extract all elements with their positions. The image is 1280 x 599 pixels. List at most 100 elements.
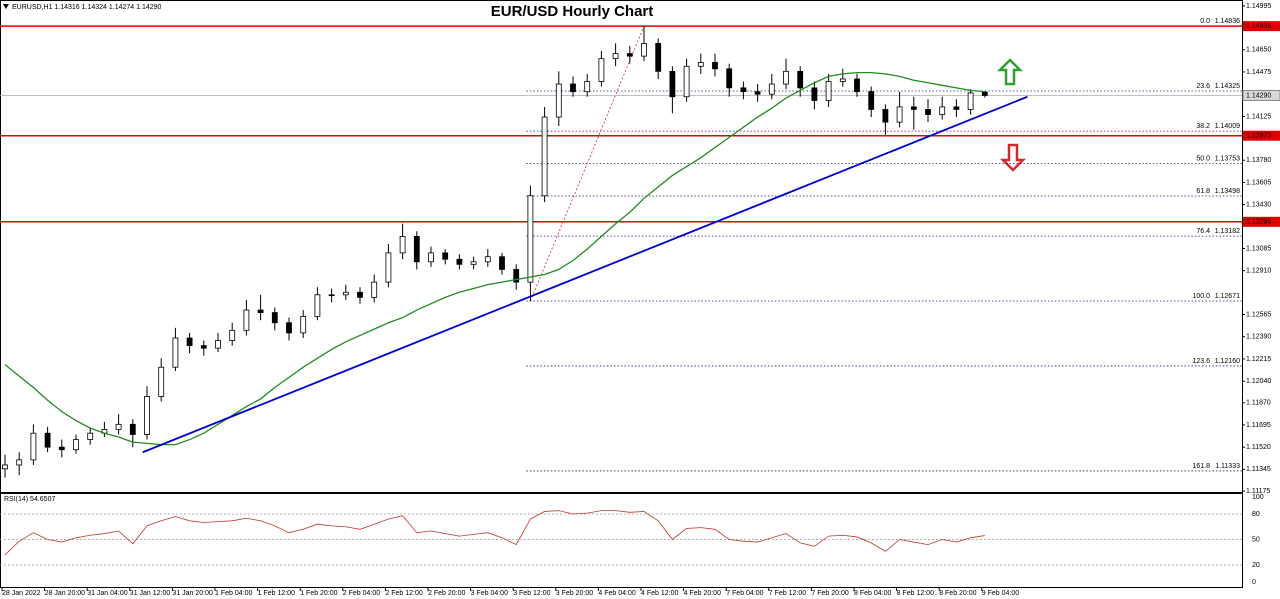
fib-ratio: 123.6 xyxy=(1192,358,1210,365)
current-price-box xyxy=(1242,89,1280,101)
x-tick-label: 4 Feb 04:00 xyxy=(598,590,635,597)
fib-price: 1.13182 xyxy=(1215,228,1240,235)
x-tick-label: 2 Feb 04:00 xyxy=(343,590,380,597)
y-tick-label: 1.11520 xyxy=(1246,444,1271,451)
candle-body xyxy=(271,312,278,324)
rsi-panel xyxy=(0,493,1243,588)
price-panel xyxy=(0,0,1243,493)
candle-body xyxy=(186,337,193,347)
y-tick-label: 1.12215 xyxy=(1246,356,1271,363)
x-tick-label: 8 Feb 20:00 xyxy=(939,590,976,597)
y-tick-label: 1.11175 xyxy=(1246,488,1270,495)
fib-price: 1.14325 xyxy=(1215,83,1240,90)
x-tick-label: 31 Jan 04:00 xyxy=(87,590,128,597)
candle-body xyxy=(981,91,988,96)
candle-body xyxy=(754,91,761,95)
candle-body xyxy=(910,106,917,110)
candle-body xyxy=(413,236,420,263)
rsi-label: RSI(14) 54.6507 xyxy=(4,496,55,503)
candle-body xyxy=(555,83,562,118)
x-tick-label: 3 Feb 04:00 xyxy=(471,590,508,597)
candle-body xyxy=(371,281,378,298)
candle-body xyxy=(442,252,449,260)
x-tick-label: 7 Feb 04:00 xyxy=(726,590,763,597)
red-level-box xyxy=(1243,130,1280,141)
candle-body xyxy=(172,337,179,368)
candle-body xyxy=(896,106,903,123)
x-tick-label: 31 Jan 20:00 xyxy=(172,590,213,597)
candle-body xyxy=(342,291,349,296)
candle-body xyxy=(456,258,463,265)
chart-title: EUR/USD Hourly Chart xyxy=(491,3,654,20)
x-tick-label: 4 Feb 12:00 xyxy=(641,590,678,597)
y-tick-label: 1.12565 xyxy=(1246,311,1271,318)
current-price-label: 1.14290 xyxy=(1246,92,1271,99)
fib-price: 1.14836 xyxy=(1215,18,1240,25)
candle-body xyxy=(2,464,8,470)
fib-price: 1.12671 xyxy=(1215,293,1240,300)
fib-ratio: 61.8 xyxy=(1196,188,1210,195)
candle-body xyxy=(58,446,65,451)
fib-price: 1.12160 xyxy=(1215,358,1240,365)
y-tick-label: 1.11695 xyxy=(1246,422,1271,429)
menu-triangle xyxy=(3,4,9,9)
candle-body xyxy=(484,256,491,263)
candle-body xyxy=(697,62,704,67)
fib-price: 1.13498 xyxy=(1215,188,1240,195)
candle-body xyxy=(598,58,605,82)
candle-body xyxy=(215,340,221,349)
candle-body xyxy=(399,236,406,254)
candle-body xyxy=(783,70,789,85)
y-tick-label: 1.12040 xyxy=(1246,378,1271,385)
candle-body xyxy=(73,439,79,451)
candle-body xyxy=(257,309,264,313)
candle-body xyxy=(385,252,392,283)
candle-body xyxy=(144,395,150,435)
x-tick-label: 3 Feb 12:00 xyxy=(513,590,550,597)
candle-body xyxy=(868,91,875,110)
x-tick-label: 8 Feb 04:00 xyxy=(854,590,891,597)
fib-ratio: 100.0 xyxy=(1192,293,1210,300)
y-tick-label: 1.14125 xyxy=(1246,113,1271,120)
fib-price: 1.14009 xyxy=(1215,123,1240,130)
y-tick-label: 1.12910 xyxy=(1246,268,1271,275)
candle-body xyxy=(328,294,335,297)
candle-body xyxy=(683,65,690,98)
y-tick-label: 1.13085 xyxy=(1246,245,1271,252)
candle-body xyxy=(499,256,505,270)
fib-ratio: 38.2 xyxy=(1196,123,1210,130)
fib-ratio: 0.0 xyxy=(1200,18,1210,25)
y-tick-label: 1.14475 xyxy=(1246,69,1271,76)
rsi-tick-label: 50 xyxy=(1252,536,1260,543)
symbol-header: EURUSD,H1 1.14316 1.14324 1.14274 1.1429… xyxy=(12,4,162,11)
down-arrow xyxy=(999,143,1027,172)
x-tick-label: 1 Feb 20:00 xyxy=(300,590,337,597)
rsi-tick-label: 20 xyxy=(1252,562,1260,569)
candle-body xyxy=(541,116,548,197)
moving-average xyxy=(4,71,985,446)
x-tick-label: 4 Feb 20:00 xyxy=(684,590,721,597)
candle-body xyxy=(286,322,292,334)
y-tick-label: 1.11345 xyxy=(1246,466,1271,473)
candle-body xyxy=(882,109,889,123)
x-tick-label: 28 Jan 2022 xyxy=(2,590,41,597)
candle-body xyxy=(839,78,846,82)
x-tick-label: 7 Feb 12:00 xyxy=(769,590,806,597)
x-tick-label: 2 Feb 20:00 xyxy=(428,590,465,597)
candle-body xyxy=(584,81,591,93)
fib-diagonal xyxy=(530,25,645,302)
rsi-tick-label: 100 xyxy=(1252,494,1264,501)
candle-body xyxy=(825,81,832,101)
candle-body xyxy=(129,423,136,435)
red-level-box xyxy=(1243,216,1280,227)
x-tick-label: 31 Jan 12:00 xyxy=(130,590,171,597)
candle-body xyxy=(854,78,860,93)
candle-body xyxy=(229,329,236,341)
rsi-tick-label: 80 xyxy=(1252,511,1260,518)
candle-body xyxy=(641,43,647,57)
fib-ratio: 50.0 xyxy=(1196,155,1210,162)
candle-body xyxy=(243,309,250,331)
candle-body xyxy=(626,53,633,57)
candle-body xyxy=(740,87,747,93)
